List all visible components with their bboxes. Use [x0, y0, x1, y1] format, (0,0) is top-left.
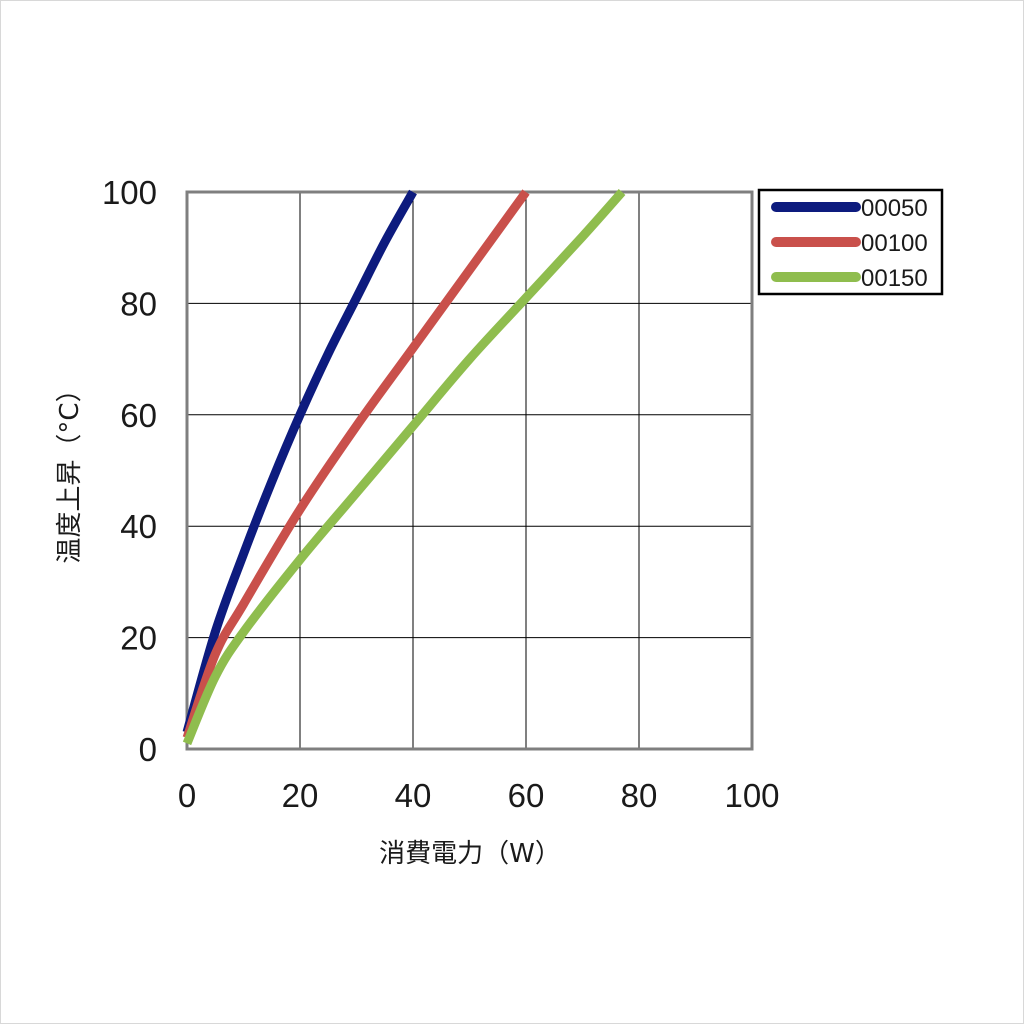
- plot-area-border: [185, 190, 754, 751]
- y-tick-label: 0: [139, 731, 157, 768]
- y-axis-title: 温度上昇（°C）: [55, 376, 85, 563]
- series-line-00100: [182, 189, 530, 740]
- y-tick-labels: 0 20 40 60 80 100: [102, 174, 157, 768]
- series-layer: [182, 189, 626, 746]
- x-tick-label: 20: [282, 777, 319, 814]
- y-tick-label: 100: [102, 174, 157, 211]
- x-tick-label: 100: [724, 777, 779, 814]
- legend-label: 00050: [861, 195, 928, 222]
- x-axis-title: 消費電力（W）: [379, 839, 561, 869]
- legend-label: 00150: [861, 265, 928, 292]
- x-tick-label: 60: [508, 777, 545, 814]
- legend-label: 00100: [861, 230, 928, 257]
- x-tick-label: 0: [178, 777, 196, 814]
- series-line-00050: [182, 189, 417, 734]
- legend: 00050 00100 00150: [757, 188, 944, 296]
- y-tick-label: 20: [120, 620, 157, 657]
- x-tick-labels: 0 20 40 60 80 100: [178, 777, 780, 814]
- y-tick-label: 80: [120, 285, 157, 322]
- x-tick-label: 40: [395, 777, 432, 814]
- y-tick-label: 60: [120, 397, 157, 434]
- y-tick-label: 40: [120, 508, 157, 545]
- x-tick-label: 80: [621, 777, 658, 814]
- series-line-00150: [182, 189, 626, 746]
